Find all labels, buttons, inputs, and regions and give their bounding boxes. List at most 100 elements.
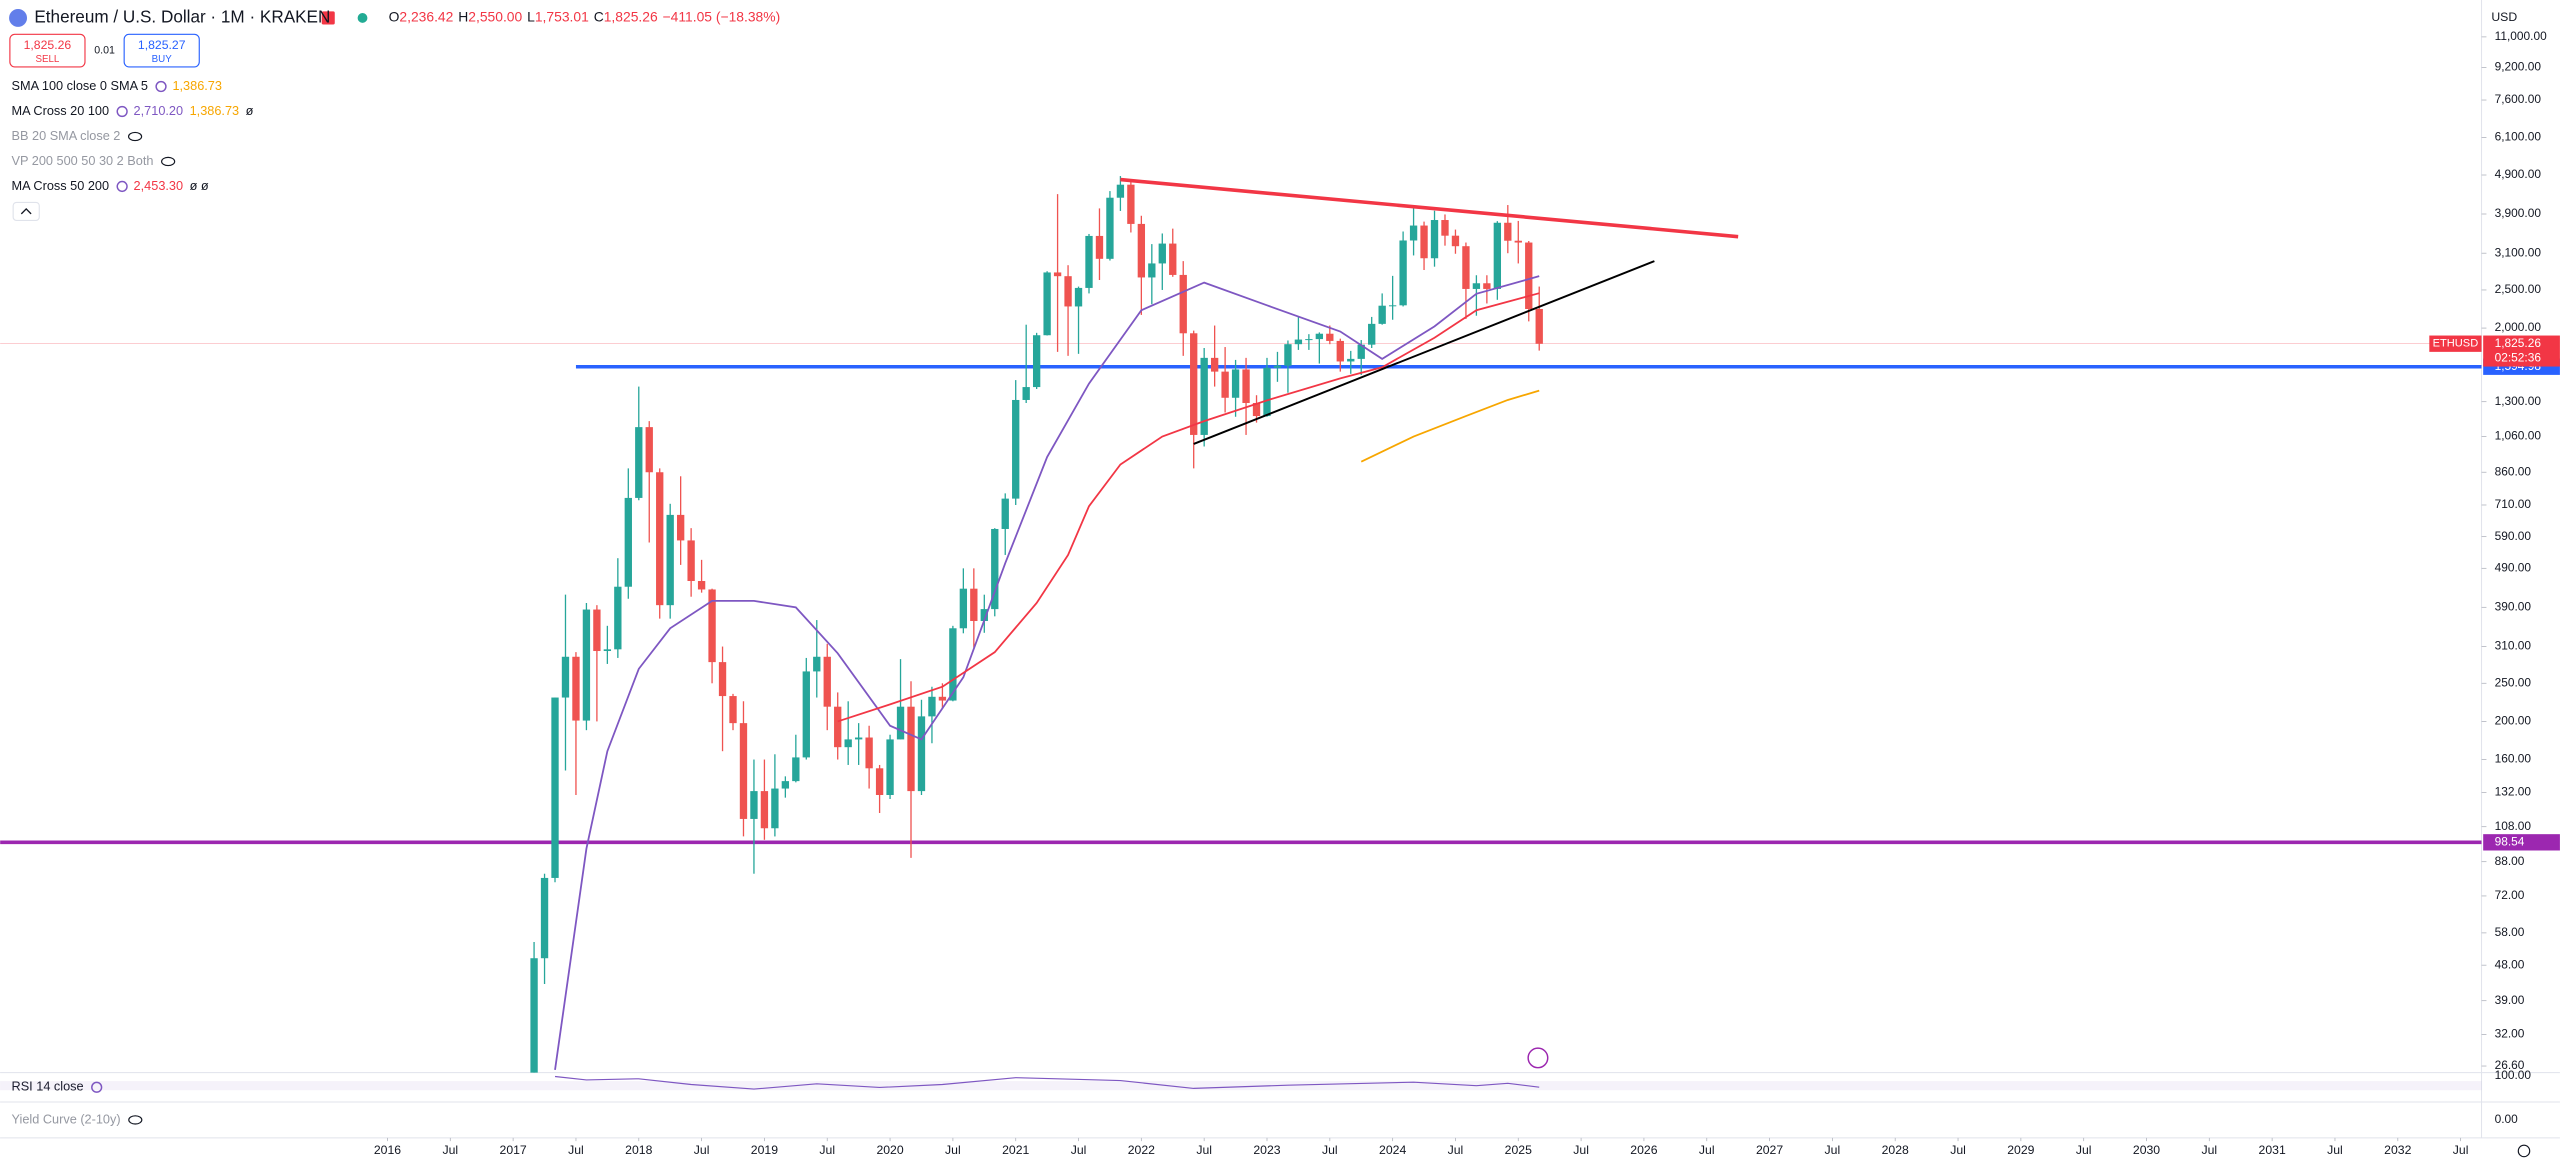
x-tick-label: Jul	[945, 1143, 961, 1157]
market-status	[357, 13, 368, 23]
flag-icon[interactable]	[321, 11, 335, 25]
y-tick-label: 1,060.00	[2495, 429, 2542, 443]
indicator-icon[interactable]	[91, 1081, 103, 1093]
candle-body	[949, 628, 957, 701]
y-tick-label: 7,600.00	[2495, 92, 2542, 106]
candle-body	[645, 427, 653, 473]
y-tick-label: 4,900.00	[2495, 167, 2542, 181]
candle-body	[1169, 243, 1177, 275]
x-tick-label: Jul	[1448, 1143, 1464, 1157]
candle-body	[1357, 344, 1365, 359]
candle-body	[1535, 308, 1543, 344]
candle-body	[697, 581, 706, 590]
y-tick-label: 108.00	[2495, 819, 2532, 833]
candle-body	[1095, 235, 1104, 259]
x-tick-label: Jul	[694, 1143, 710, 1157]
candle-body	[614, 586, 622, 650]
sell-button[interactable]	[9, 33, 86, 68]
symbol-tag	[2429, 335, 2482, 352]
candle-body	[1022, 387, 1030, 400]
candle-body	[1483, 283, 1491, 289]
price-tag	[2483, 335, 2560, 367]
candle-body	[792, 757, 800, 782]
x-tick-label: 2026	[1630, 1143, 1657, 1157]
candle-body	[1472, 283, 1481, 289]
candle-body	[928, 696, 936, 717]
x-tick-label: Jul	[1699, 1143, 1715, 1157]
x-tick-label: 2023	[1253, 1143, 1280, 1157]
settings-icon[interactable]	[2517, 1144, 2531, 1158]
y-tick-label: 132.00	[2495, 785, 2532, 799]
candle-body	[1514, 240, 1522, 243]
main-pane	[0, 176, 2482, 1073]
candle-body	[875, 768, 884, 796]
collapse-button[interactable]	[12, 201, 40, 221]
visibility-icon[interactable]	[161, 156, 176, 167]
y-tick-label: 39.00	[2495, 993, 2525, 1007]
replay-icon[interactable]	[1527, 1047, 1549, 1069]
visibility-icon[interactable]	[128, 1115, 143, 1125]
ohlc-key: L	[527, 9, 535, 25]
ohlc-key: H	[458, 9, 468, 25]
x-tick-label: Jul	[819, 1143, 835, 1157]
symbol-tag-label: ETHUSD	[2433, 338, 2479, 350]
candle-body	[551, 697, 559, 878]
x-tick-label: 2019	[751, 1143, 778, 1157]
candle-body	[1347, 358, 1355, 362]
candle-body	[1012, 399, 1020, 499]
buy-button[interactable]	[123, 33, 200, 68]
candle-body	[1430, 220, 1439, 259]
candle-body	[1116, 184, 1125, 198]
indicator-icon[interactable]	[116, 180, 128, 193]
visibility-icon[interactable]	[127, 131, 143, 142]
x-tick-label: 2024	[1379, 1143, 1406, 1157]
indicator-value: 2,710.20	[134, 103, 184, 118]
currency[interactable]: USD	[2491, 10, 2517, 24]
ohlc-value: 2,236.42	[399, 9, 453, 25]
candle-body	[1378, 305, 1386, 324]
sell-label: SELL	[35, 54, 59, 65]
indicator-value: 2,453.30	[134, 178, 184, 193]
indicator-value: 1,386.73	[190, 103, 240, 118]
ohlc-value: 1,753.01	[535, 9, 589, 25]
candle-body	[750, 791, 758, 819]
candle-body	[771, 788, 779, 829]
change: −411.05 (−18.38%)	[663, 9, 781, 25]
y-tick-label: 2,000.00	[2495, 320, 2542, 334]
indicator-icon[interactable]	[155, 80, 167, 93]
candle-body	[1504, 222, 1512, 241]
moving-average	[1360, 389, 1540, 463]
candle-body	[1273, 365, 1282, 368]
x-tick-label: Jul	[1071, 1143, 1087, 1157]
spread: 0.01	[94, 44, 115, 56]
candle-body	[624, 497, 632, 587]
ohlc-key: C	[594, 9, 604, 25]
candle-body	[1441, 220, 1449, 236]
candle-body	[760, 791, 769, 829]
x-tick-label: Jul	[568, 1143, 584, 1157]
indicator-name: Yield Curve (2-10y)	[12, 1111, 121, 1126]
candle-body	[1064, 276, 1072, 307]
y-tick-label: 9,200.00	[2495, 60, 2542, 74]
indicator-name: SMA 100 close 0 SMA 5	[12, 78, 148, 93]
x-tick-label: Jul	[442, 1143, 458, 1157]
candle-body	[1284, 344, 1292, 366]
x-tick-label: 2022	[1128, 1143, 1155, 1157]
y-tick-label: 860.00	[2495, 464, 2532, 478]
indicator-value: ø	[246, 103, 254, 118]
candle-body	[739, 723, 748, 819]
moving-average	[554, 275, 1540, 1071]
x-tick-label: 2021	[1002, 1143, 1029, 1157]
candle-body	[823, 656, 831, 707]
moving-average	[837, 292, 1540, 723]
y-tick-label: 1,300.00	[2495, 394, 2542, 408]
candle-body	[1315, 333, 1324, 340]
candle-body	[1231, 369, 1240, 398]
x-tick-label: 2032	[2384, 1143, 2411, 1157]
candle-body	[582, 609, 591, 721]
y-tick-label: 72.00	[2495, 888, 2525, 902]
indicator-icon[interactable]	[116, 105, 128, 118]
candle-body	[1085, 235, 1093, 288]
